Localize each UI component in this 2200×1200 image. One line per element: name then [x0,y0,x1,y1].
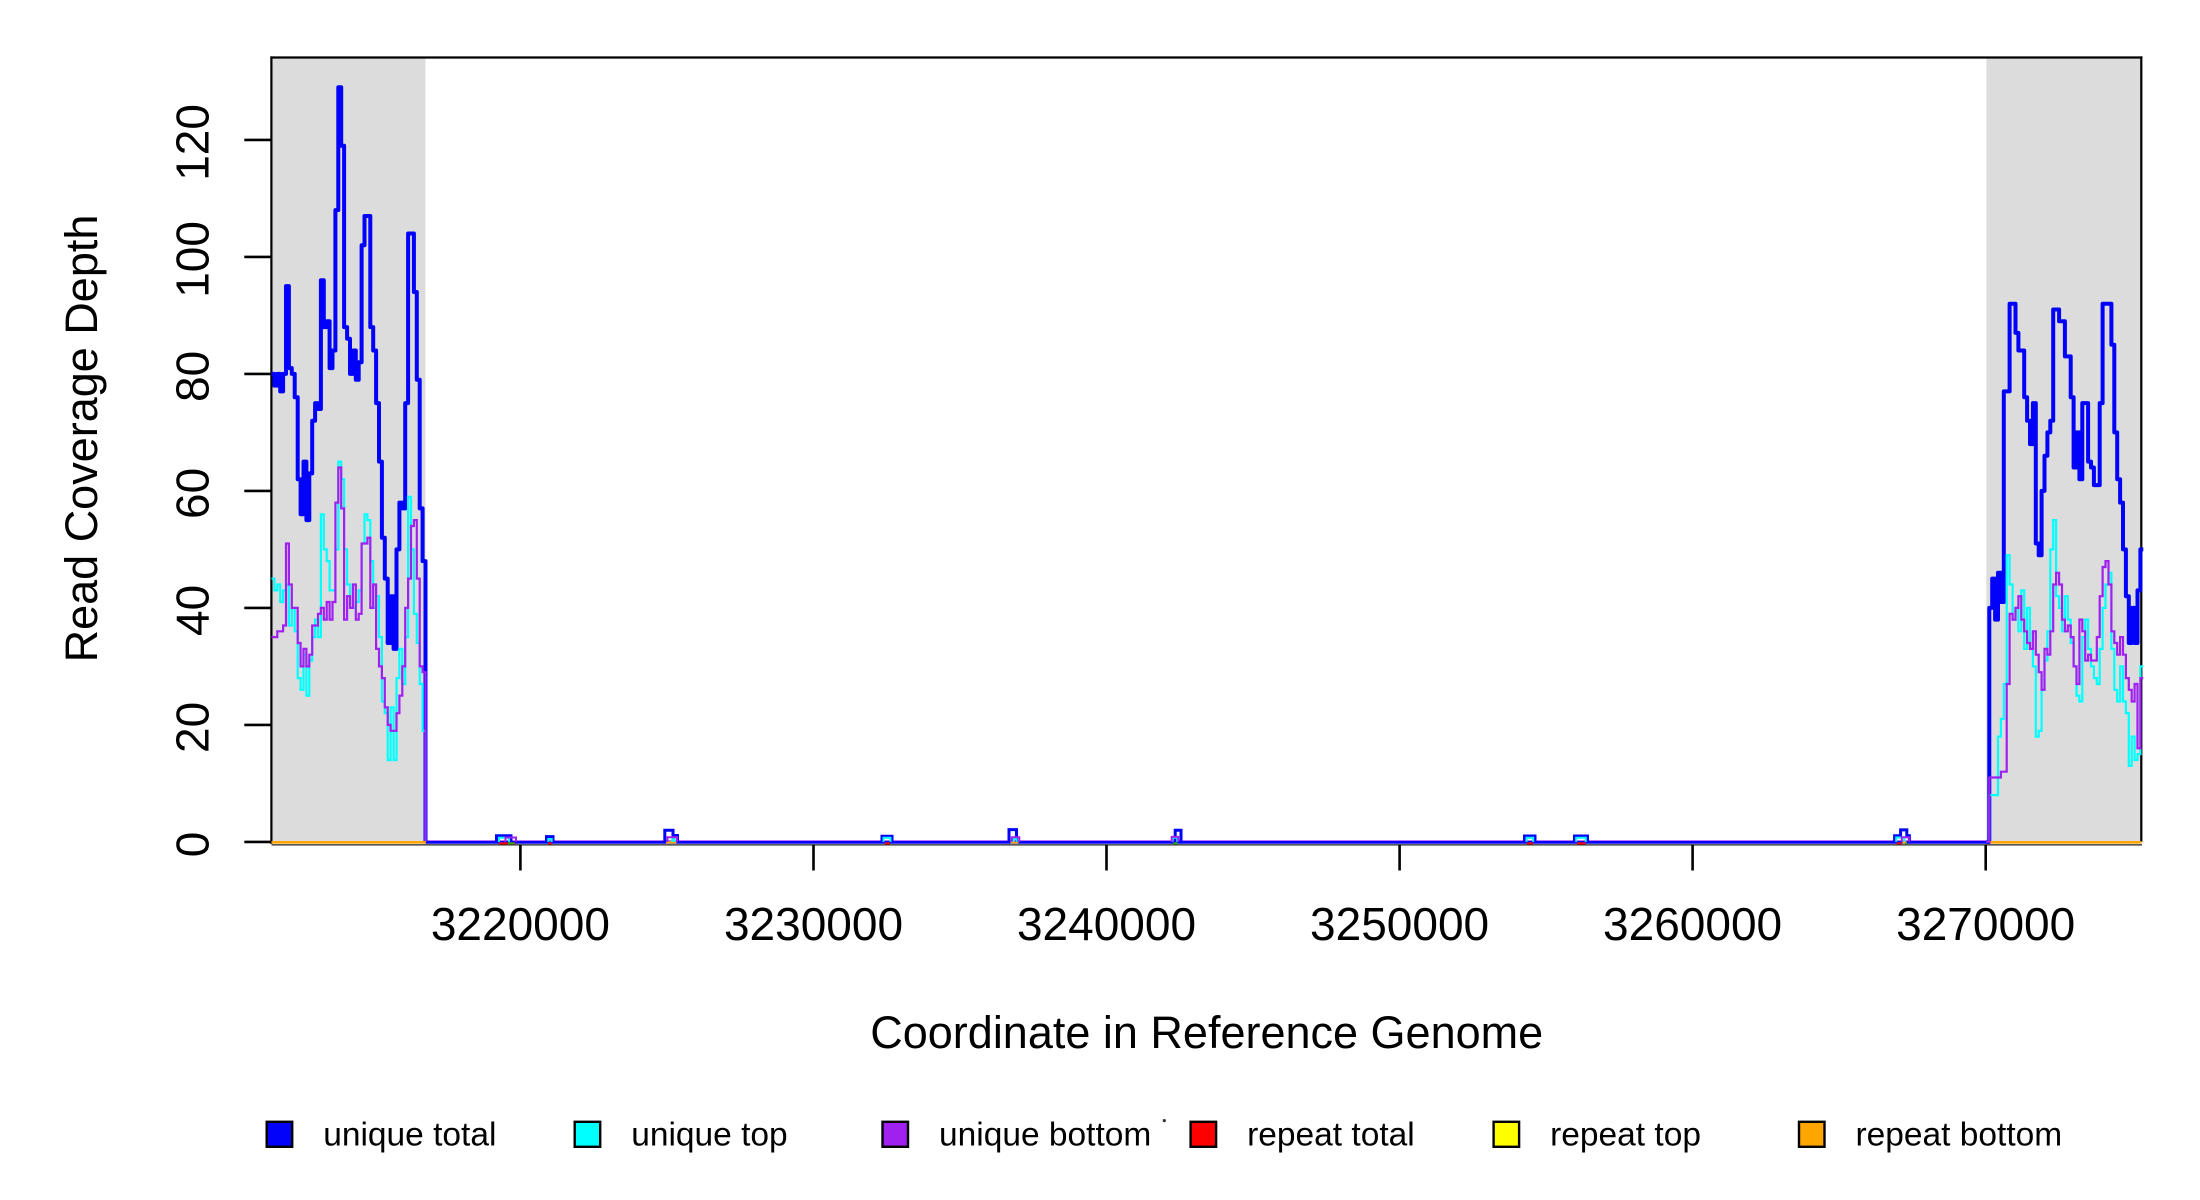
svg-text:3220000: 3220000 [431,898,610,950]
svg-text:0: 0 [167,832,219,858]
svg-text:100: 100 [167,221,219,298]
svg-text:Coordinate in Reference Genome: Coordinate in Reference Genome [870,1007,1543,1058]
svg-text:unique bottom: unique bottom [939,1117,1151,1154]
svg-text:80: 80 [167,351,219,402]
svg-text:repeat total: repeat total [1247,1117,1415,1154]
svg-text:repeat bottom: repeat bottom [1856,1117,2063,1154]
svg-text:120: 120 [167,104,219,181]
svg-text:unique total: unique total [323,1117,496,1154]
svg-text:20: 20 [167,702,219,753]
svg-text:unique top: unique top [631,1117,787,1154]
svg-text:Read Coverage Depth: Read Coverage Depth [56,215,107,663]
svg-text:3230000: 3230000 [724,898,903,950]
svg-text:60: 60 [167,468,219,519]
svg-text:3270000: 3270000 [1896,898,2075,950]
svg-text:3250000: 3250000 [1310,898,1489,950]
svg-text:3240000: 3240000 [1017,898,1196,950]
svg-text:40: 40 [167,585,219,636]
svg-text:3260000: 3260000 [1603,898,1782,950]
svg-text:repeat top: repeat top [1550,1117,1701,1154]
